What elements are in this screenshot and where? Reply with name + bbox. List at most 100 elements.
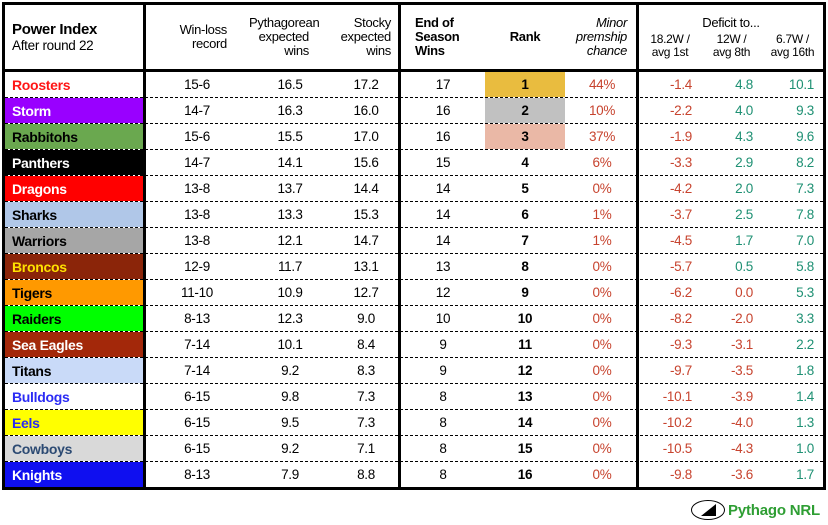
stocky-wins-cell: 16.0: [353, 103, 379, 118]
deficit-8th-cell: 2.5: [735, 207, 753, 222]
end-of-season-wins-cell: 8: [439, 441, 447, 456]
win-loss-cell: 14-7: [184, 155, 210, 170]
pythagorean-wins-cell: 9.8: [281, 389, 299, 404]
premiership-chance-cell: 1%: [592, 233, 612, 248]
table-header: Power Index After round 22 Win-loss reco…: [5, 5, 823, 72]
deficit-1st-cell: -9.8: [669, 467, 692, 482]
deficit-1st-cell: -8.2: [669, 311, 692, 326]
pythagorean-wins-cell: 11.7: [277, 259, 303, 274]
team-name-cell: Dragons: [5, 176, 145, 201]
team-name-cell: Storm: [5, 98, 145, 123]
deficit-8th-cell: 0.0: [735, 285, 753, 300]
deficit-subheaders: 18.2W / avg 1st 12W / avg 8th 6.7W / avg…: [639, 31, 823, 60]
pythagorean-wins-cell: 13.7: [277, 181, 303, 196]
rank-cell: 16: [517, 467, 533, 482]
team-name-cell: Sharks: [5, 202, 145, 227]
premiership-chance-cell: 44%: [588, 77, 616, 92]
pythagorean-wins-cell: 16.3: [277, 103, 303, 118]
table-row: Sharks 13-8 13.3 15.3 14 6 1% -3.7 2.5 7…: [5, 201, 823, 227]
deficit-1st-cell: -1.9: [669, 129, 692, 144]
stocky-wins-cell: 15.3: [353, 207, 379, 222]
premiership-chance-cell: 0%: [592, 181, 612, 196]
win-loss-cell: 7-14: [184, 337, 210, 352]
end-of-season-wins-cell: 12: [435, 285, 451, 300]
end-of-season-wins-cell: 16: [435, 129, 451, 144]
premiership-chance-cell: 0%: [592, 467, 612, 482]
win-loss-cell: 13-8: [184, 181, 210, 196]
deficit-8th-cell: 4.0: [735, 103, 753, 118]
team-name-cell: Eels: [5, 410, 145, 435]
deficit-8th-cell: -4.3: [730, 441, 753, 456]
win-loss-cell: 8-13: [184, 311, 210, 326]
win-loss-cell: 15-6: [184, 77, 210, 92]
stocky-wins-cell: 14.7: [353, 233, 379, 248]
rank-cell: 5: [521, 181, 529, 196]
end-of-season-wins-cell: 8: [439, 467, 447, 482]
premiership-chance-cell: 0%: [592, 389, 612, 404]
team-name-cell: Sea Eagles: [5, 332, 145, 357]
table-title: Power Index After round 22: [5, 5, 145, 69]
team-name-cell: Panthers: [5, 150, 145, 175]
stocky-wins-cell: 7.3: [357, 389, 375, 404]
win-loss-cell: 11-10: [180, 285, 214, 300]
end-of-season-wins-cell: 9: [439, 337, 447, 352]
deficit-1st-cell: -2.2: [669, 103, 692, 118]
team-name-cell: Rabbitohs: [5, 124, 145, 149]
win-loss-cell: 8-13: [184, 467, 210, 482]
table-row: Titans 7-14 9.2 8.3 9 12 0% -9.7 -3.5 1.…: [5, 357, 823, 383]
stocky-wins-cell: 9.0: [357, 311, 375, 326]
team-name-cell: Roosters: [5, 72, 145, 97]
rank-cell: 2: [485, 98, 565, 123]
pythagorean-wins-cell: 9.5: [281, 415, 299, 430]
premiership-chance-cell: 0%: [592, 441, 612, 456]
deficit-16th-cell: 1.8: [796, 363, 814, 378]
rank-cell: 1: [485, 72, 565, 97]
stocky-wins-cell: 17.2: [353, 77, 379, 92]
deficit-1st-cell: -9.3: [669, 337, 692, 352]
deficit-16th-cell: 1.7: [796, 467, 814, 482]
stocky-wins-cell: 8.4: [357, 337, 375, 352]
deficit-8th-cell: -2.0: [730, 311, 753, 326]
stocky-wins-cell: 15.6: [353, 155, 379, 170]
deficit-16th-cell: 5.8: [796, 259, 814, 274]
deficit-8th-cell: 1.7: [735, 233, 753, 248]
table-row: Storm 14-7 16.3 16.0 16 2 10% -2.2 4.0 9…: [5, 97, 823, 123]
col-header-deficit-1st: 18.2W / avg 1st: [650, 31, 690, 59]
table-row: Warriors 13-8 12.1 14.7 14 7 1% -4.5 1.7…: [5, 227, 823, 253]
end-of-season-wins-cell: 8: [439, 415, 447, 430]
deficit-1st-cell: -10.5: [662, 441, 693, 456]
deficit-16th-cell: 7.8: [796, 207, 814, 222]
power-index-table: Power Index After round 22 Win-loss reco…: [2, 2, 826, 490]
end-of-season-wins-cell: 14: [435, 233, 451, 248]
deficit-8th-cell: 4.3: [735, 129, 753, 144]
deficit-8th-cell: -4.0: [730, 415, 753, 430]
stocky-wins-cell: 7.1: [357, 441, 375, 456]
col-header-deficit-group: Deficit to... 18.2W / avg 1st 12W / avg …: [639, 5, 823, 69]
rank-cell: 3: [485, 124, 565, 149]
rank-cell: 15: [517, 441, 533, 456]
table-row: Rabbitohs 15-6 15.5 17.0 16 3 37% -1.9 4…: [5, 123, 823, 149]
deficit-1st-cell: -3.7: [669, 207, 692, 222]
table-row: Roosters 15-6 16.5 17.2 17 1 44% -1.4 4.…: [5, 72, 823, 97]
rank-cell: 10: [517, 311, 533, 326]
pythagorean-wins-cell: 9.2: [281, 363, 299, 378]
premiership-chance-cell: 0%: [592, 311, 612, 326]
deficit-1st-cell: -3.3: [669, 155, 692, 170]
end-of-season-wins-cell: 10: [435, 311, 451, 326]
col-header-stocky: Stocky expected wins: [340, 15, 392, 58]
deficit-1st-cell: -1.4: [669, 77, 692, 92]
team-name-cell: Raiders: [5, 306, 145, 331]
deficit-16th-cell: 1.4: [796, 389, 814, 404]
col-header-rank: Rank: [509, 29, 541, 44]
divider-expected-wins: [398, 5, 401, 487]
pythagorean-wins-cell: 9.2: [281, 441, 299, 456]
col-header-pythagorean: Pythagorean expected wins: [249, 15, 320, 58]
end-of-season-wins-cell: 14: [435, 207, 451, 222]
divider-chance: [636, 5, 639, 487]
col-header-chance: Minor premship chance: [575, 15, 627, 58]
table-row: Dragons 13-8 13.7 14.4 14 5 0% -4.2 2.0 …: [5, 175, 823, 201]
deficit-8th-cell: 4.8: [735, 77, 753, 92]
premiership-chance-cell: 0%: [592, 285, 612, 300]
premiership-chance-cell: 0%: [592, 415, 612, 430]
table-body: Roosters 15-6 16.5 17.2 17 1 44% -1.4 4.…: [5, 72, 823, 487]
